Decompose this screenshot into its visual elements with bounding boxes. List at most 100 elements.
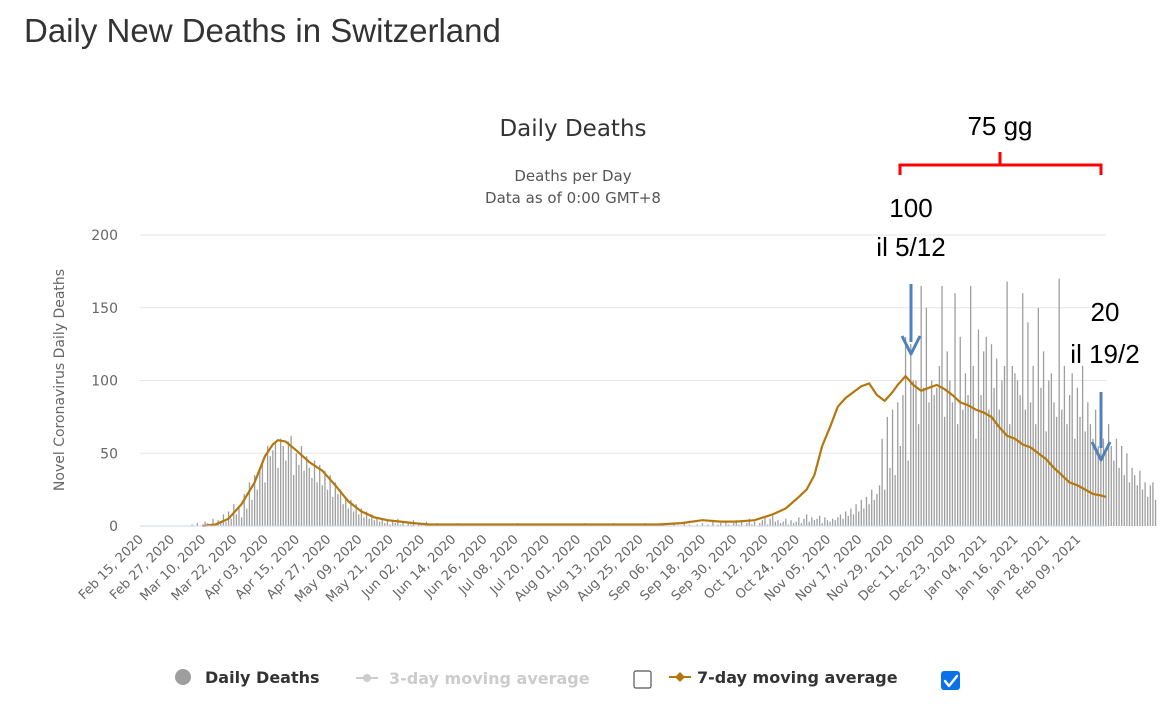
- bar: [954, 293, 956, 526]
- bar: [946, 351, 948, 526]
- bar: [868, 504, 870, 526]
- bar: [839, 514, 842, 526]
- legend-ma3-marker: [363, 674, 371, 682]
- bar: [902, 395, 904, 526]
- bar: [1037, 307, 1039, 526]
- bar: [365, 511, 368, 526]
- chart-title: Daily Deaths: [499, 116, 646, 142]
- bar: [1147, 496, 1149, 526]
- bar: [792, 523, 795, 526]
- ma7-checkbox[interactable]: [941, 671, 960, 690]
- bar: [196, 523, 198, 526]
- bar: [235, 514, 238, 526]
- bar: [985, 336, 987, 526]
- bar: [1092, 438, 1094, 526]
- bar: [420, 524, 422, 526]
- bar: [191, 524, 193, 526]
- bar: [298, 464, 300, 526]
- bar: [761, 520, 763, 526]
- bar: [332, 496, 334, 526]
- bar: [720, 523, 722, 526]
- bar: [863, 508, 865, 526]
- annotation-peak-value: 100: [889, 193, 932, 223]
- bar: [917, 424, 920, 526]
- bar: [287, 441, 290, 526]
- ma3-checkbox[interactable]: [633, 670, 652, 689]
- bar: [1087, 402, 1089, 526]
- bar: [204, 521, 206, 526]
- bar: [220, 523, 222, 526]
- bar: [951, 402, 954, 526]
- bar: [904, 336, 907, 526]
- bar: [1024, 409, 1026, 526]
- bar: [329, 475, 331, 526]
- bar: [334, 482, 336, 526]
- bar: [764, 517, 766, 526]
- bar: [360, 508, 363, 526]
- bar: [829, 521, 831, 526]
- bar: [873, 499, 875, 526]
- y-tick-label: 200: [91, 228, 118, 244]
- bar: [295, 453, 297, 526]
- bar: [1102, 438, 1105, 526]
- bar: [1097, 445, 1099, 526]
- bar: [1079, 416, 1081, 527]
- legend-item-ma7[interactable]: 7-day moving average: [669, 668, 898, 687]
- bar: [753, 521, 756, 526]
- bar: [350, 499, 352, 526]
- bar: [894, 475, 896, 526]
- bar: [847, 515, 849, 526]
- bar: [1027, 322, 1029, 526]
- bar: [311, 477, 313, 526]
- bar: [389, 524, 391, 526]
- bar: [998, 409, 1000, 526]
- bar: [933, 395, 935, 526]
- legend-daily-deaths-marker: [175, 669, 191, 685]
- bar: [746, 523, 748, 526]
- bar: [1100, 416, 1102, 527]
- bar: [751, 524, 753, 526]
- bar: [261, 460, 264, 526]
- annotation-current-value: 20: [1091, 297, 1120, 327]
- bar: [878, 485, 881, 526]
- bar: [238, 505, 240, 526]
- bar: [399, 524, 402, 526]
- bar: [337, 493, 339, 526]
- bar: [378, 521, 381, 526]
- bar: [1074, 438, 1076, 526]
- bar: [852, 514, 855, 526]
- bar: [717, 524, 719, 526]
- bar: [1136, 485, 1138, 526]
- bar: [821, 523, 823, 526]
- bar: [936, 387, 938, 526]
- ma7-line: [202, 374, 1107, 528]
- bar: [907, 460, 909, 526]
- legend-item-ma3[interactable]: 3-day moving average: [356, 669, 590, 688]
- bar: [923, 387, 925, 526]
- arrow-peak: [900, 284, 922, 356]
- legend-item-daily-deaths[interactable]: Daily Deaths: [175, 668, 320, 687]
- bar: [915, 380, 917, 526]
- bar: [701, 523, 704, 526]
- bar: [230, 518, 232, 526]
- bar: [1110, 445, 1112, 526]
- y-tick-labels: 0 50 100 150 200: [91, 228, 118, 535]
- bar: [319, 464, 321, 526]
- bar: [673, 524, 675, 526]
- bar: [738, 524, 740, 526]
- bar: [1048, 380, 1050, 526]
- bar: [988, 409, 990, 526]
- bar: [256, 489, 258, 527]
- bar: [1040, 387, 1042, 526]
- bar: [891, 409, 894, 526]
- bar: [1084, 431, 1086, 526]
- bar: [837, 517, 839, 526]
- bar: [941, 285, 943, 526]
- bar: [956, 424, 959, 526]
- bar: [855, 504, 857, 526]
- bar: [813, 520, 816, 526]
- bar: [1152, 482, 1154, 526]
- bar: [740, 521, 743, 526]
- bar: [358, 514, 360, 526]
- bar: [1141, 489, 1144, 527]
